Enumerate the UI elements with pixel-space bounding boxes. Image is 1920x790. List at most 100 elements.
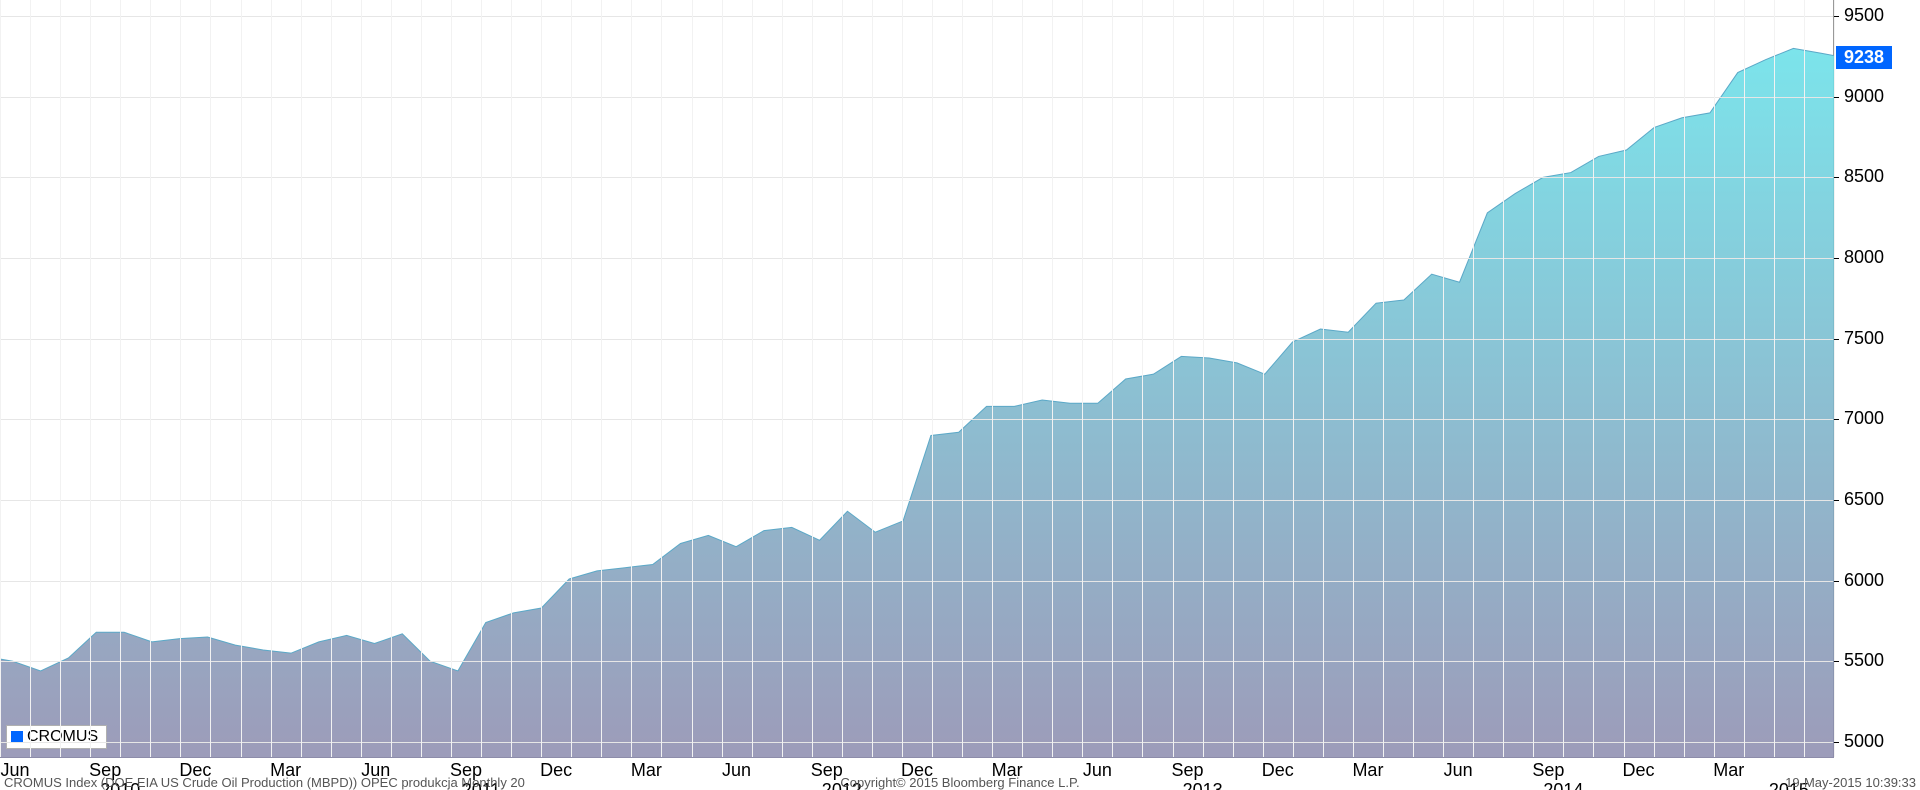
gridline-v xyxy=(1563,0,1564,757)
y-tick xyxy=(1834,16,1839,17)
gridline-v xyxy=(1293,0,1294,757)
x-axis-month-label: Mar xyxy=(631,760,662,781)
gridline-v xyxy=(361,0,362,757)
x-axis-month-label: Mar xyxy=(1352,760,1383,781)
gridline-h xyxy=(0,661,1833,662)
legend-label: CROMUS xyxy=(27,728,98,746)
gridline-v xyxy=(1593,0,1594,757)
gridline-v xyxy=(0,0,1,757)
gridline-v xyxy=(180,0,181,757)
y-tick xyxy=(1834,661,1839,662)
gridline-v xyxy=(782,0,783,757)
gridline-v xyxy=(30,0,31,757)
gridline-v xyxy=(1112,0,1113,757)
gridline-v xyxy=(271,0,272,757)
gridline-v xyxy=(1804,0,1805,757)
gridline-v xyxy=(752,0,753,757)
gridline-v xyxy=(962,0,963,757)
last-value-text: 9238 xyxy=(1844,47,1884,67)
chart-container: CROMUS 500055006000650070007500800085009… xyxy=(0,0,1920,790)
gridline-v xyxy=(992,0,993,757)
legend-box: CROMUS xyxy=(6,725,107,749)
x-axis-month-label: Sep xyxy=(1172,760,1204,781)
gridline-v xyxy=(60,0,61,757)
y-axis-label: 7000 xyxy=(1844,408,1884,429)
y-axis-label: 9000 xyxy=(1844,86,1884,107)
gridline-v xyxy=(1173,0,1174,757)
x-axis-month-label: Jun xyxy=(722,760,751,781)
gridline-v xyxy=(120,0,121,757)
gridline-v xyxy=(842,0,843,757)
x-axis-month-label: Jun xyxy=(1083,760,1112,781)
gridline-v xyxy=(1082,0,1083,757)
gridline-v xyxy=(1533,0,1534,757)
gridline-v xyxy=(812,0,813,757)
y-axis-label: 7500 xyxy=(1844,328,1884,349)
x-axis-month-label: Jun xyxy=(1444,760,1473,781)
gridline-v xyxy=(1022,0,1023,757)
y-axis-label: 8000 xyxy=(1844,247,1884,268)
gridline-h xyxy=(0,16,1833,17)
x-axis-month-label: Dec xyxy=(1262,760,1294,781)
gridline-v xyxy=(1233,0,1234,757)
y-axis-label: 8500 xyxy=(1844,166,1884,187)
y-tick xyxy=(1834,500,1839,501)
gridline-v xyxy=(1052,0,1053,757)
y-axis-label: 5500 xyxy=(1844,650,1884,671)
gridline-v xyxy=(1203,0,1204,757)
gridline-v xyxy=(661,0,662,757)
gridline-v xyxy=(1473,0,1474,757)
gridline-h xyxy=(0,97,1833,98)
gridline-v xyxy=(1353,0,1354,757)
y-tick xyxy=(1834,339,1839,340)
gridline-v xyxy=(391,0,392,757)
gridline-v xyxy=(1263,0,1264,757)
gridline-h xyxy=(0,742,1833,743)
gridline-v xyxy=(511,0,512,757)
x-axis-month-label: Dec xyxy=(540,760,572,781)
gridline-v xyxy=(1774,0,1775,757)
y-axis-label: 5000 xyxy=(1844,731,1884,752)
gridline-h xyxy=(0,258,1833,259)
gridline-v xyxy=(1323,0,1324,757)
y-tick xyxy=(1834,419,1839,420)
y-tick xyxy=(1834,177,1839,178)
y-tick xyxy=(1834,581,1839,582)
gridline-v xyxy=(1624,0,1625,757)
gridline-v xyxy=(601,0,602,757)
x-axis-year-label: 2014 xyxy=(1543,780,1583,790)
gridline-v xyxy=(722,0,723,757)
gridline-v xyxy=(902,0,903,757)
x-axis-month-label: Sep xyxy=(1532,760,1564,781)
x-axis-month-label: Dec xyxy=(1623,760,1655,781)
gridline-h xyxy=(0,581,1833,582)
gridline-v xyxy=(1383,0,1384,757)
footer-center: Copyright© 2015 Bloomberg Finance L.P. xyxy=(840,775,1079,790)
gridline-v xyxy=(241,0,242,757)
x-axis-month-label: Sep xyxy=(811,760,843,781)
gridline-v xyxy=(932,0,933,757)
gridline-v xyxy=(150,0,151,757)
gridline-v xyxy=(301,0,302,757)
gridline-v xyxy=(1744,0,1745,757)
gridline-v xyxy=(1142,0,1143,757)
x-axis-year-label: 2013 xyxy=(1183,780,1223,790)
gridline-v xyxy=(451,0,452,757)
gridline-v xyxy=(692,0,693,757)
y-tick xyxy=(1834,97,1839,98)
gridline-v xyxy=(1834,0,1835,757)
gridline-v xyxy=(1413,0,1414,757)
gridline-v xyxy=(481,0,482,757)
gridline-v xyxy=(541,0,542,757)
y-axis-label: 9500 xyxy=(1844,5,1884,26)
gridline-v xyxy=(331,0,332,757)
gridline-v xyxy=(421,0,422,757)
footer-left: CROMUS Index (DOE EIA US Crude Oil Produ… xyxy=(4,775,525,790)
gridline-v xyxy=(90,0,91,757)
gridline-v xyxy=(631,0,632,757)
last-value-badge: 9238 xyxy=(1836,46,1892,69)
y-tick xyxy=(1834,742,1839,743)
gridline-v xyxy=(210,0,211,757)
gridline-h xyxy=(0,500,1833,501)
y-axis-label: 6500 xyxy=(1844,489,1884,510)
